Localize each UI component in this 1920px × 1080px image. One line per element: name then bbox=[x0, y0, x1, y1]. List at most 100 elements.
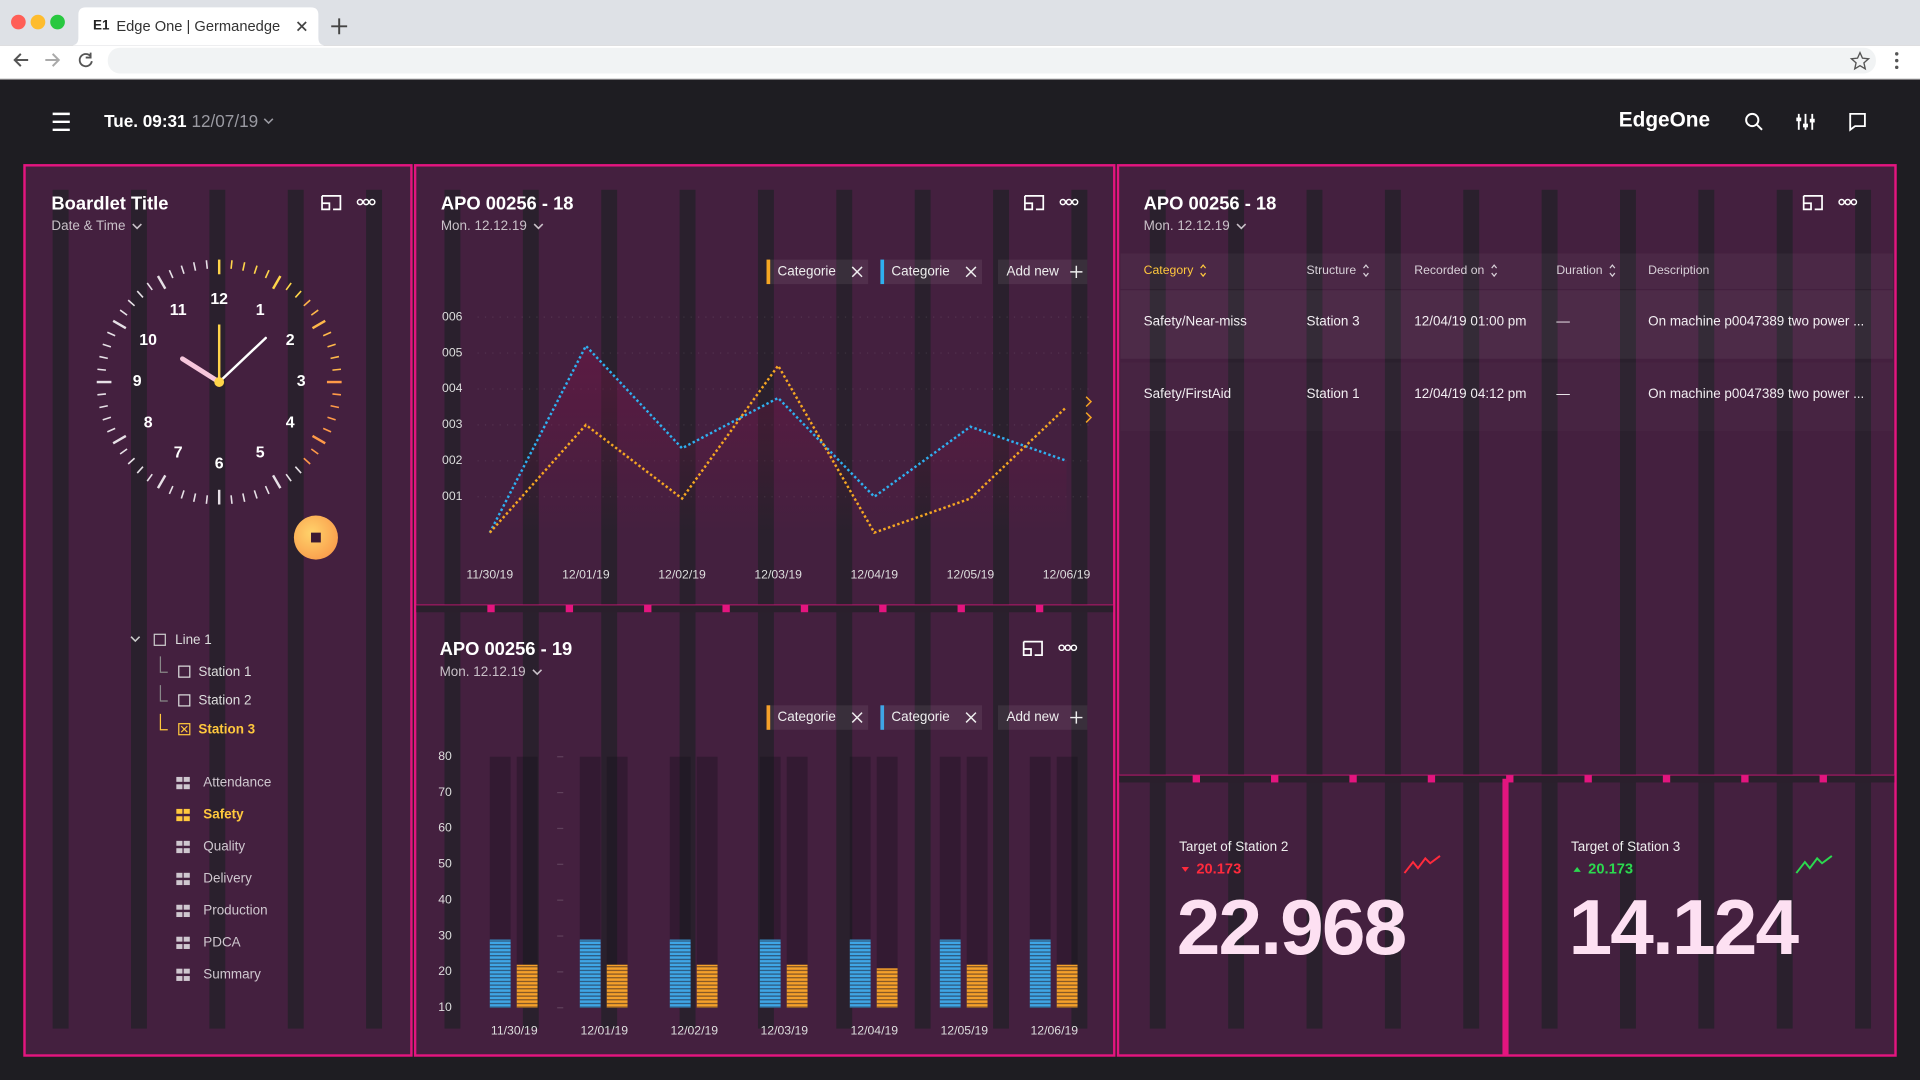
checkbox[interactable] bbox=[178, 723, 191, 736]
menu-item[interactable]: Safety bbox=[203, 807, 244, 822]
column-header[interactable]: Category bbox=[1144, 263, 1195, 277]
clock-tick bbox=[102, 343, 112, 348]
clock-tick bbox=[156, 275, 167, 290]
checkbox[interactable] bbox=[153, 633, 166, 646]
clock-tick bbox=[332, 368, 342, 371]
more-icon[interactable] bbox=[1844, 198, 1852, 206]
y-tick-label: 60 bbox=[438, 821, 452, 835]
clock-number: 3 bbox=[297, 373, 306, 390]
subtitle-chevron[interactable] bbox=[533, 223, 544, 230]
filter-chip-remove[interactable] bbox=[851, 266, 863, 278]
column-header[interactable]: Duration bbox=[1556, 263, 1602, 277]
clock-number: 8 bbox=[144, 414, 153, 431]
clock-tick bbox=[330, 355, 340, 360]
bookmark-star[interactable] bbox=[1849, 50, 1871, 71]
menu-item[interactable]: Delivery bbox=[203, 871, 252, 886]
more-icon[interactable] bbox=[1850, 198, 1858, 206]
checkbox-cross bbox=[180, 725, 188, 733]
window-button[interactable] bbox=[50, 14, 65, 30]
filter-chip[interactable] bbox=[880, 705, 983, 730]
search-icon-handle bbox=[1756, 124, 1763, 131]
filter-chip-remove[interactable] bbox=[851, 712, 863, 723]
more-icon[interactable] bbox=[1058, 644, 1065, 652]
column-header[interactable]: Description bbox=[1648, 263, 1709, 277]
menu-item[interactable]: Summary bbox=[203, 966, 261, 981]
more-icon[interactable] bbox=[1071, 198, 1079, 206]
checkbox[interactable] bbox=[178, 694, 191, 707]
browser-tab[interactable] bbox=[71, 7, 326, 46]
more-icon[interactable] bbox=[1838, 198, 1845, 206]
more-icon[interactable] bbox=[1070, 644, 1078, 652]
tab-close[interactable] bbox=[296, 21, 307, 32]
subtitle-chevron[interactable] bbox=[532, 669, 543, 676]
clock-number: 4 bbox=[286, 414, 295, 431]
subtitle-chevron[interactable] bbox=[132, 223, 142, 230]
expand-icon[interactable] bbox=[1022, 640, 1043, 656]
clock-tick bbox=[136, 290, 144, 298]
column-header[interactable]: Structure bbox=[1307, 263, 1357, 277]
checkbox[interactable] bbox=[178, 665, 191, 678]
menu-item[interactable]: PDCA bbox=[203, 934, 240, 949]
scroll-arrow[interactable] bbox=[1085, 396, 1093, 423]
clock-center bbox=[214, 377, 225, 387]
y-tick-label: 80 bbox=[438, 749, 452, 763]
table-row[interactable] bbox=[1120, 290, 1894, 359]
menu-item[interactable]: Quality bbox=[203, 839, 245, 854]
menu-item[interactable]: Attendance bbox=[203, 775, 271, 790]
menu-item[interactable]: Production bbox=[203, 902, 267, 917]
y-tick-label: 006 bbox=[442, 309, 463, 323]
panel-subtitle: Date & Time bbox=[51, 218, 125, 233]
table-cell: — bbox=[1556, 314, 1570, 329]
clock-tick bbox=[327, 416, 336, 421]
more-icon[interactable] bbox=[356, 198, 364, 206]
more-icon[interactable] bbox=[362, 198, 370, 206]
y-tick-label: 40 bbox=[438, 892, 452, 906]
address-bar[interactable] bbox=[107, 47, 1876, 74]
x-tick-label: 11/30/19 bbox=[491, 1023, 538, 1037]
back-button[interactable] bbox=[13, 53, 29, 67]
bar-texture bbox=[669, 939, 691, 1008]
search-icon[interactable] bbox=[1745, 112, 1760, 128]
new-tab[interactable] bbox=[331, 18, 348, 35]
filter-chip-remove[interactable] bbox=[965, 712, 977, 723]
window-button[interactable] bbox=[11, 14, 26, 30]
filter-chip[interactable] bbox=[880, 259, 983, 285]
date-chevron[interactable] bbox=[263, 118, 274, 125]
column-header[interactable]: Recorded on bbox=[1414, 263, 1484, 277]
clock-tick bbox=[230, 260, 233, 269]
subtitle-chevron[interactable] bbox=[1236, 223, 1247, 230]
header-date: 12/07/19 bbox=[191, 111, 258, 131]
more-icon[interactable] bbox=[1065, 198, 1073, 206]
expand-icon[interactable] bbox=[321, 195, 342, 211]
tree-station[interactable]: Station 3 bbox=[198, 721, 255, 736]
table-cell: 12/04/19 01:00 pm bbox=[1414, 314, 1526, 329]
filter-chip[interactable] bbox=[766, 705, 869, 730]
more-icon[interactable] bbox=[368, 198, 376, 206]
expand-icon[interactable] bbox=[1024, 195, 1045, 211]
window-button[interactable] bbox=[30, 14, 46, 30]
clock-tick bbox=[285, 282, 292, 291]
brand: EdgeOne bbox=[1619, 109, 1710, 132]
tree-chevron[interactable] bbox=[130, 636, 141, 643]
tree-connector bbox=[159, 656, 168, 673]
y-tick-label: 001 bbox=[442, 489, 463, 503]
tree-station[interactable]: Station 2 bbox=[198, 693, 251, 708]
forward-button[interactable] bbox=[45, 53, 61, 67]
reload-button[interactable] bbox=[78, 52, 93, 68]
clock-tick bbox=[112, 434, 127, 445]
bar-background bbox=[786, 756, 808, 1008]
menu-item-icon bbox=[176, 904, 183, 910]
expand-icon[interactable] bbox=[1802, 195, 1823, 211]
more-icon[interactable] bbox=[1059, 198, 1067, 206]
filter-chip-color bbox=[766, 705, 771, 730]
clock-tick bbox=[112, 319, 127, 330]
filter-chip[interactable] bbox=[766, 259, 869, 285]
tree-station[interactable]: Station 1 bbox=[198, 664, 251, 679]
menu-item-icon bbox=[183, 808, 190, 814]
more-icon[interactable] bbox=[1064, 644, 1072, 652]
kpi-value: 22.968 bbox=[1177, 883, 1406, 971]
chat-icon[interactable] bbox=[1849, 112, 1866, 132]
filter-chip-remove[interactable] bbox=[965, 266, 977, 278]
clock-tick bbox=[230, 495, 233, 504]
tree-line[interactable]: Line 1 bbox=[175, 632, 212, 647]
